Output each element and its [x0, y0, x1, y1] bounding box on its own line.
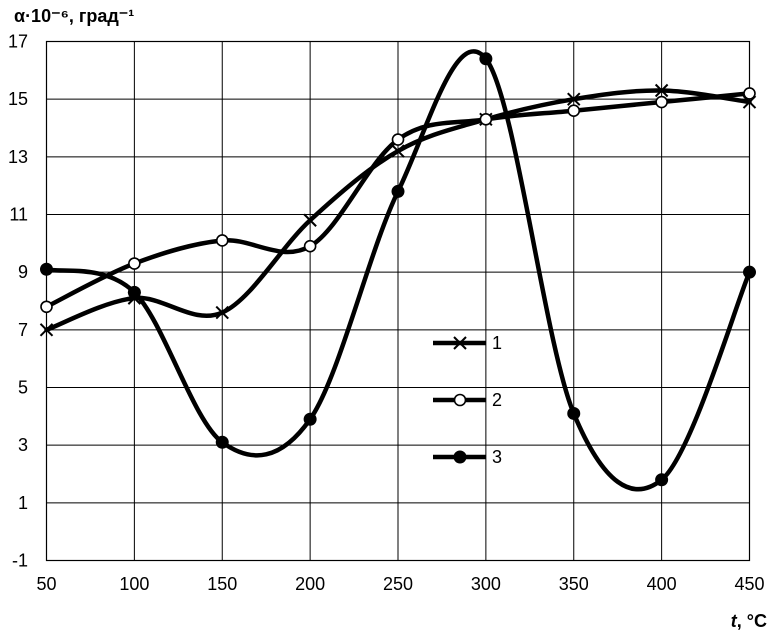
y-tick-label: 11 — [9, 205, 28, 225]
data-point — [743, 87, 756, 100]
legend-item-2: 2 — [433, 390, 502, 410]
series-1 — [39, 83, 757, 337]
y-tick-label: -1 — [12, 551, 28, 571]
x-tick-label: 150 — [207, 574, 237, 594]
data-point — [40, 300, 53, 314]
data-point — [215, 234, 229, 247]
y-axis-title: α·10⁻⁶, град⁻¹ — [14, 6, 134, 26]
x-tick-label: 100 — [119, 574, 149, 594]
legend-item-3: 3 — [433, 447, 502, 467]
data-point — [743, 265, 756, 279]
data-point — [479, 113, 493, 126]
data-point — [128, 257, 141, 270]
y-tick-label: 9 — [18, 262, 28, 282]
x-tick-label: 250 — [383, 574, 413, 594]
legend-marker — [453, 336, 467, 350]
x-tick-label: 200 — [295, 574, 325, 594]
y-tick-label: 17 — [8, 32, 28, 52]
data-point — [391, 184, 405, 198]
series-2 — [40, 87, 756, 314]
legend-label: 2 — [492, 390, 502, 410]
series-3 — [40, 49, 756, 492]
y-tick-label: 1 — [18, 493, 28, 513]
series-line — [44, 91, 752, 310]
data-point — [215, 435, 229, 449]
data-point — [567, 104, 581, 117]
data-point — [391, 144, 405, 158]
x-tick-label: 450 — [734, 574, 764, 594]
series — [39, 49, 757, 492]
data-point — [127, 285, 141, 299]
legend: 1 2 3 — [433, 333, 502, 467]
x-tick-label: 300 — [471, 574, 501, 594]
x-axis-title-var: t — [731, 611, 738, 631]
series-line — [44, 49, 752, 492]
x-axis-title-unit: , °C — [737, 611, 767, 631]
data-point — [39, 323, 54, 337]
data-point — [654, 83, 669, 98]
data-point — [391, 133, 405, 146]
legend-label: 3 — [492, 447, 502, 467]
data-point — [303, 412, 317, 426]
data-point — [215, 305, 229, 320]
y-tick-label: 13 — [8, 147, 28, 167]
legend-item-1: 1 — [433, 333, 502, 353]
legend-marker — [453, 450, 467, 464]
data-point — [567, 406, 581, 420]
x-tick-label: 400 — [647, 574, 677, 594]
x-axis-ticks: 50 100 150 200 250 300 350 400 450 — [36, 574, 764, 594]
data-point — [40, 262, 53, 276]
y-tick-label: 15 — [8, 89, 28, 109]
x-tick-label: 50 — [36, 574, 56, 594]
legend-label: 1 — [492, 333, 502, 353]
data-point — [303, 239, 317, 253]
y-tick-label: 5 — [18, 378, 28, 398]
data-point — [567, 92, 581, 106]
data-point — [655, 95, 668, 109]
data-point — [479, 52, 493, 66]
x-axis-title: t, °C — [731, 611, 767, 631]
data-point — [303, 213, 317, 227]
x-tick-label: 350 — [559, 574, 589, 594]
data-point — [655, 473, 669, 487]
y-tick-label: 3 — [18, 435, 28, 455]
y-tick-label: 7 — [18, 320, 28, 340]
series-line — [44, 88, 752, 333]
legend-marker — [453, 393, 467, 407]
